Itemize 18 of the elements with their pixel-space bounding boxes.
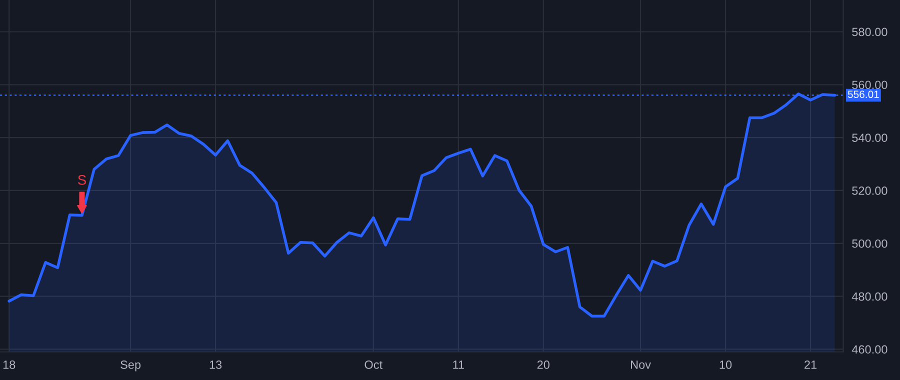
x-tick-label: Sep <box>120 360 141 372</box>
y-tick-label: 500.00 <box>852 239 888 248</box>
x-tick-label: 18 <box>3 360 16 369</box>
x-tick-label: 13 <box>210 360 222 369</box>
y-tick-label: 540.00 <box>852 134 888 142</box>
x-tick-label: 21 <box>804 360 817 369</box>
annotation: S <box>78 175 86 185</box>
y-tick-label: 560.00 <box>852 80 888 90</box>
y-tick-label: 520.00 <box>852 186 888 195</box>
x-tick-label: 11 <box>453 360 464 369</box>
x-tick-label: Nov <box>630 360 651 369</box>
y-tick-label: 480.00 <box>852 292 888 301</box>
x-tick-label: 10 <box>720 360 732 369</box>
x-tick-label: Oct <box>364 360 382 369</box>
x-tick-label: 20 <box>537 360 550 369</box>
y-tick-label: 460.00 <box>852 345 888 354</box>
ref-line-label: 556.01 <box>848 90 879 98</box>
y-tick-label: 580.00 <box>852 28 888 36</box>
